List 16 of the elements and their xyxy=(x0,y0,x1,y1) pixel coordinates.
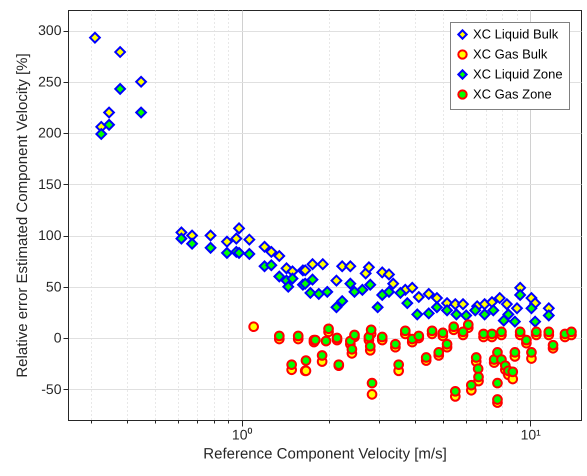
y-tick-label: 50 xyxy=(46,278,62,294)
y-tick-label: 200 xyxy=(38,124,62,140)
y-axis-title: Relative error Estimated Component Velocity [%] xyxy=(14,53,32,378)
y-tick-label: 300 xyxy=(38,22,62,38)
y-tick-label: 250 xyxy=(38,73,62,90)
y-tick-label: 100 xyxy=(38,227,62,243)
legend-label: XC Gas Zone xyxy=(473,86,552,102)
x-axis-title: Reference Component Velocity [m/s] xyxy=(203,446,447,462)
legend-label: XC Gas Bulk xyxy=(473,46,548,62)
x-tick-label: 10⁰ xyxy=(232,426,252,442)
legend-label: XC Liquid Zone xyxy=(473,66,563,82)
y-tick-label: -50 xyxy=(41,380,62,397)
legend-label: XC Liquid Bulk xyxy=(473,26,559,42)
y-tick-label: 0 xyxy=(54,330,62,346)
y-tick-label: 150 xyxy=(38,176,62,192)
x-tick-label: 10¹ xyxy=(520,426,542,442)
